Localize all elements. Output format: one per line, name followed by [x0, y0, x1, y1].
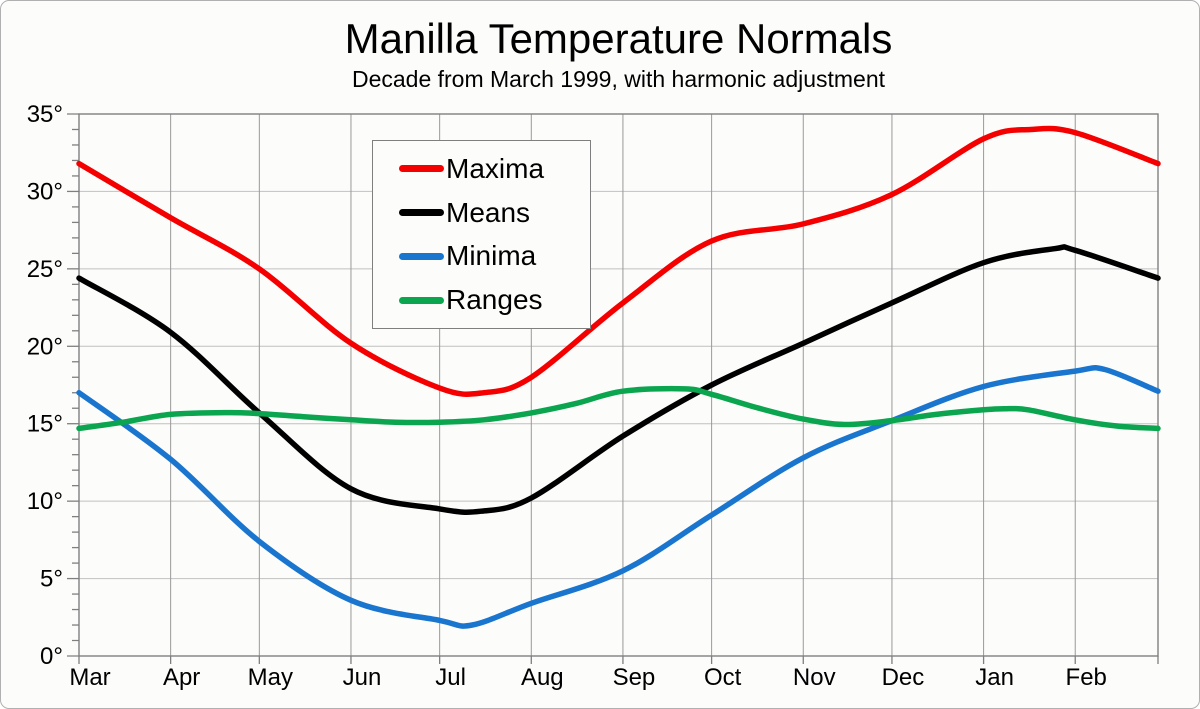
y-tick-label: 30°: [27, 178, 63, 205]
curve-maxima: [76, 125, 1161, 397]
month-label: Dec: [882, 664, 925, 691]
month-label: May: [248, 664, 293, 691]
legend-item-ranges: Ranges: [399, 284, 590, 316]
chart-header: Manilla Temperature Normals Decade from …: [79, 15, 1158, 93]
legend-label-minima: Minima: [446, 240, 537, 272]
curve-means: [76, 244, 1161, 515]
y-axis-labels: 0° 5° 10° 15° 20° 25° 30° 35°: [27, 101, 63, 670]
series-curves: [76, 125, 1161, 629]
ranges-line-swatch: [399, 296, 444, 304]
legend-box: Maxima Means Minima Ranges: [372, 140, 591, 329]
month-label: Aug: [521, 664, 564, 691]
legend-item-maxima: Maxima: [399, 153, 590, 185]
legend-label-ranges: Ranges: [446, 284, 543, 316]
legend-label-means: Means: [446, 196, 531, 228]
month-label: Jul: [435, 664, 466, 691]
month-label: Apr: [163, 664, 200, 691]
month-label: Mar: [69, 664, 110, 691]
means-line-swatch: [399, 209, 444, 217]
axis-ticks: [67, 113, 1159, 664]
month-label: Jun: [343, 664, 382, 691]
curve-ranges: [76, 385, 1161, 432]
month-label: Sep: [613, 664, 656, 691]
chart-title: Manilla Temperature Normals: [344, 15, 893, 62]
legend-label-maxima: Maxima: [446, 152, 545, 184]
y-tick-label: 35°: [27, 101, 63, 128]
y-tick-label: 20°: [27, 333, 63, 360]
plot-border: [78, 113, 1159, 657]
legend-item-means: Means: [399, 197, 590, 229]
y-tick-label: 5°: [40, 566, 63, 593]
y-tick-label: 15°: [27, 411, 63, 438]
curve-minima: [76, 365, 1161, 629]
y-tick-label: 10°: [27, 488, 63, 515]
legend-item-minima: Minima: [399, 240, 590, 272]
month-label: Feb: [1066, 664, 1107, 691]
month-label: Nov: [793, 664, 836, 691]
chart-subtitle: Decade from March 1999, with harmonic ad…: [351, 66, 886, 92]
y-tick-label: 0°: [40, 643, 63, 670]
month-label: Oct: [704, 664, 742, 691]
month-label: Jan: [975, 664, 1014, 691]
x-axis-labels: Mar Apr May Jun Jul Aug Sep Oct Nov Dec Jan Feb: [69, 664, 1107, 691]
minima-line-swatch: [399, 252, 444, 260]
y-tick-label: 25°: [27, 256, 63, 283]
maxima-line-swatch: [399, 165, 444, 173]
